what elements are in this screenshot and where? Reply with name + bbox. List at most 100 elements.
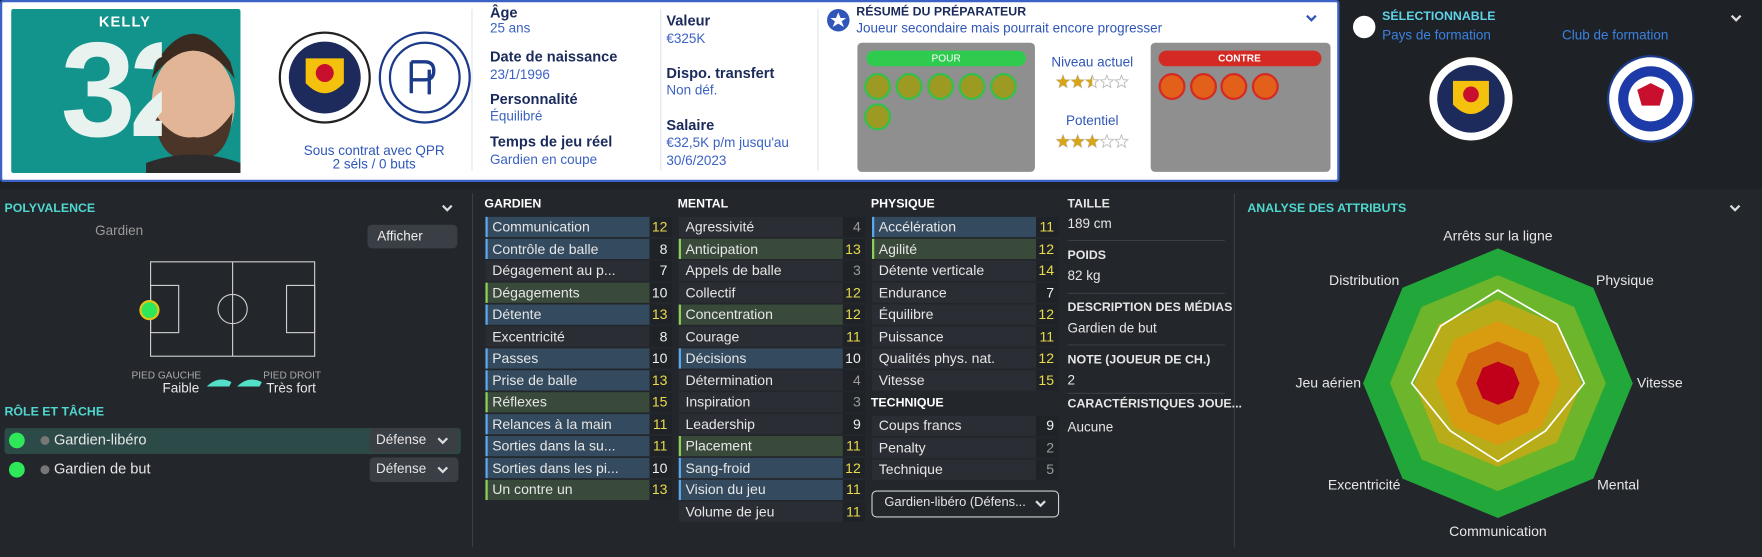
attribute-row (872, 304, 1059, 325)
chevron (1035, 500, 1046, 508)
value-cell (649, 436, 672, 457)
attribute-value: 5 (1046, 461, 1055, 478)
row-marker (485, 414, 488, 435)
attribute-value: 7 (659, 262, 668, 279)
detail-separators (1067, 239, 1225, 394)
value-cell (842, 479, 866, 501)
radar-band (1476, 361, 1520, 405)
chevron (1306, 14, 1317, 22)
contre-label: CONTRE (1218, 52, 1261, 64)
shirt-number: 32 (60, 14, 162, 166)
row-marker (485, 304, 488, 325)
info-label: Valeur (666, 11, 711, 29)
star (1113, 74, 1130, 89)
attribute-name: Coups francs (878, 417, 962, 434)
info-value: 25 ans (489, 20, 531, 37)
chevron (441, 204, 453, 212)
boots (206, 379, 262, 387)
attribute-row (678, 304, 866, 325)
row-marker (678, 348, 681, 369)
attribute-name: Leadership (685, 416, 755, 432)
attribute-value: 10 (651, 350, 668, 367)
country-label: Pays de formation (1382, 27, 1491, 43)
row-marker (485, 348, 488, 369)
duty-select[interactable] (369, 457, 459, 483)
attribute-value: 13 (651, 372, 668, 389)
group-title: TECHNIQUE (870, 396, 944, 410)
attribute-value: 11 (846, 481, 861, 498)
attribute-row (485, 348, 672, 369)
attribute-name: Passes (492, 350, 539, 367)
attribute-value: 3 (852, 394, 861, 410)
attribute-name: Courage (685, 328, 740, 345)
value-cell (649, 348, 672, 369)
attribute-value: 10 (651, 459, 668, 476)
value-cell (842, 436, 866, 457)
attribute-row (485, 304, 672, 325)
value-cell (649, 260, 672, 281)
star-fill (1085, 75, 1093, 88)
attribute-value: 11 (1039, 328, 1055, 345)
star-fill (1056, 75, 1070, 88)
afficher-button[interactable] (367, 224, 458, 249)
attribute-value: 8 (659, 328, 668, 345)
attribute-row (872, 415, 1059, 437)
row-marker (485, 479, 488, 501)
role-select[interactable] (871, 490, 1060, 518)
value-cell (842, 501, 866, 522)
value-cell (1036, 348, 1059, 369)
attribute-name: Technique (878, 461, 943, 478)
report-title: RÉSUMÉ DU PRÉPARATEUR (856, 5, 1027, 19)
info-icon (40, 465, 50, 475)
radar-label: Distribution (1329, 272, 1400, 289)
radar-label: Physique (1595, 272, 1654, 289)
value-cell (1036, 238, 1059, 260)
attribute-name: Agressivité (685, 218, 755, 235)
attribute-row (872, 370, 1059, 391)
value-cell (842, 282, 866, 303)
value-cell (1036, 304, 1059, 325)
detail-value: 189 cm (1067, 215, 1112, 232)
value-cell (1036, 459, 1059, 480)
attribute-row (485, 479, 672, 501)
attribute-name: Un contre un (492, 481, 573, 498)
row-marker (872, 238, 875, 260)
attribute-row (678, 436, 866, 457)
attribute-name: Détente verticale (878, 262, 985, 279)
chevron (437, 466, 449, 474)
value-cell (842, 457, 866, 479)
stars (1055, 133, 1130, 149)
attribute-name: Collectif (685, 284, 736, 301)
attribute-name: Volume de jeu (685, 503, 775, 520)
radar-label: Arrêts sur la ligne (1443, 227, 1553, 244)
attribute-row (485, 370, 672, 391)
current-label: Niveau actuel (1051, 54, 1134, 70)
star (1099, 133, 1115, 149)
detail-value: 2 (1067, 372, 1076, 388)
group-title: GARDIEN (484, 197, 542, 211)
row-marker (485, 238, 488, 260)
selection-title: SÉLECTIONNABLE (1382, 9, 1496, 24)
section-title: POLYVALENCE (4, 201, 96, 216)
star-fill (1071, 75, 1085, 88)
attribute-value: 4 (852, 372, 861, 389)
attribute-value: 10 (651, 284, 668, 301)
row-marker (485, 457, 488, 479)
role-dot (8, 461, 25, 478)
attribute-value: 11 (652, 438, 668, 454)
attribute-row (678, 260, 866, 281)
player-photo (151, 49, 235, 158)
value-cell (649, 457, 672, 479)
role-dot (8, 432, 25, 449)
duty-select[interactable] (369, 428, 459, 453)
shirt (146, 154, 241, 174)
info-value: Gardien en coupe (489, 151, 598, 168)
row-marker (678, 479, 681, 501)
attribute-value: 15 (651, 394, 668, 410)
player-shape (1410, 289, 1586, 463)
attribute-row (678, 370, 866, 391)
attribute-row (872, 238, 1059, 260)
detail-value: Gardien de but (1067, 320, 1157, 337)
attribute-row (872, 437, 1059, 458)
